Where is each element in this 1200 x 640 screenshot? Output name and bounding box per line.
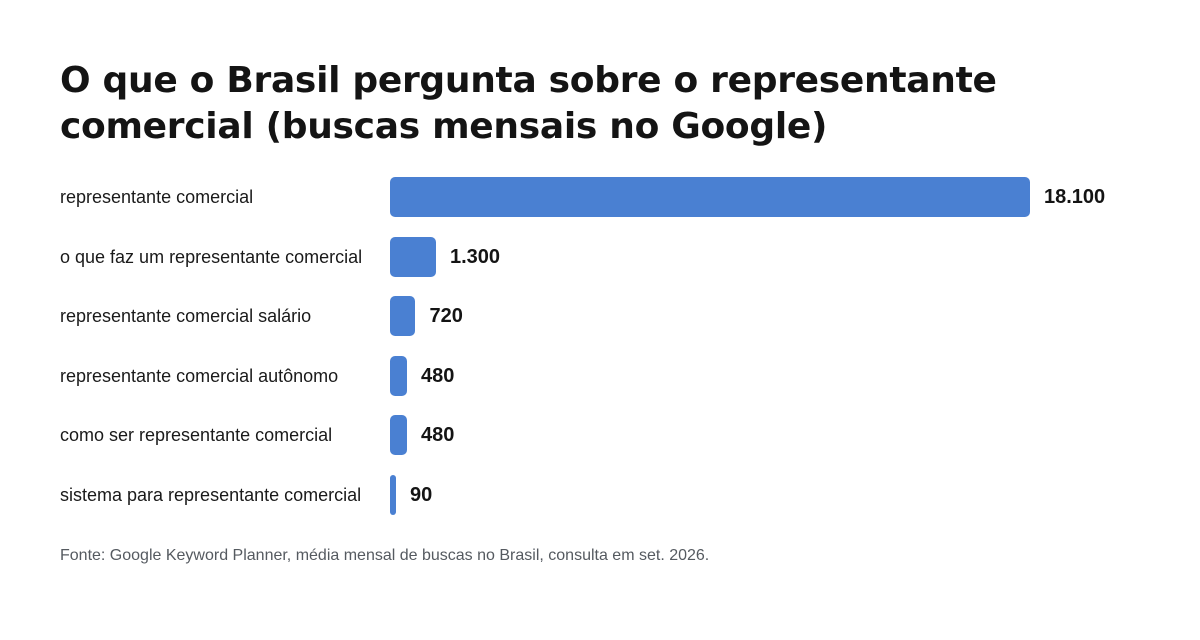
bar: [390, 177, 1030, 217]
source-note: Fonte: Google Keyword Planner, média men…: [60, 547, 710, 564]
bar-value-label: 1.300: [449, 245, 501, 268]
chart-title: O que o Brasil pergunta sobre o represen…: [60, 60, 997, 147]
category-label: representante comercial autônomo: [60, 365, 339, 386]
bar: [390, 475, 396, 515]
bar-value-label: 720: [429, 305, 463, 328]
category-label: o que faz um representante comercial: [60, 246, 363, 267]
bar-value-label: 18.100: [1044, 186, 1106, 208]
bar: [390, 296, 416, 337]
category-label: como ser representante comercial: [60, 425, 333, 446]
category-label: sistema para representante comercial: [60, 485, 362, 505]
bar: [390, 415, 407, 456]
bar-value-label: 480: [420, 364, 455, 387]
bar: [390, 236, 436, 277]
bar-value-label: 480: [420, 424, 455, 447]
category-label: representante comercial salário: [60, 306, 312, 327]
bar-value-label: 90: [410, 484, 433, 506]
bar: [390, 355, 407, 396]
category-label: representante comercial: [60, 187, 254, 207]
